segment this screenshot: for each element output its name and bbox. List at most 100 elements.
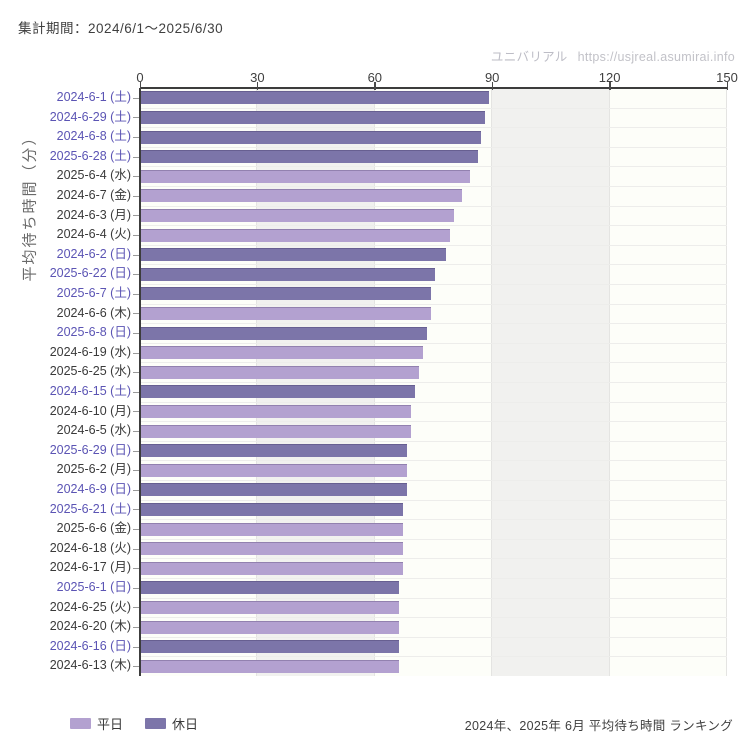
wait-time-bar[interactable] [141, 208, 455, 222]
wait-time-bar[interactable] [141, 248, 447, 262]
x-axis-tick-mark [374, 82, 376, 90]
watermark-url: https://usjreal.asumirai.info [577, 50, 735, 64]
x-axis-tick-label: 120 [598, 70, 621, 85]
horizontal-gridline [140, 538, 727, 540]
horizontal-gridline [140, 303, 727, 305]
category-tick-mark [133, 333, 139, 334]
wait-time-bar[interactable] [141, 483, 408, 497]
horizontal-gridline [140, 323, 727, 325]
wait-time-bar[interactable] [141, 130, 482, 144]
wait-time-bar[interactable] [141, 640, 400, 654]
horizontal-gridline [140, 146, 727, 148]
wait-time-bar[interactable] [141, 542, 404, 556]
bar-category-label: 2024-6-13 (木) [49, 658, 131, 673]
wait-time-bar[interactable] [141, 600, 400, 614]
watermark: ユニバリアル https://usjreal.asumirai.info [491, 46, 735, 65]
wait-time-bar[interactable] [141, 581, 400, 595]
bar-category-label: 2025-6-21 (土) [49, 501, 131, 516]
category-tick-mark [133, 235, 139, 236]
legend-item-holiday[interactable]: 休日 [145, 714, 198, 733]
legend-label: 休日 [172, 717, 199, 732]
horizontal-gridline [140, 401, 727, 403]
bar-category-label: 2024-6-16 (日) [49, 638, 131, 653]
wait-time-bar[interactable] [141, 365, 419, 379]
y-axis-category-labels: 2024-6-1 (土) 2024-6-29 (土) 2024-6-8 (土) 202… [0, 88, 140, 676]
horizontal-gridline [140, 558, 727, 560]
horizontal-gridline [140, 617, 727, 619]
horizontal-gridline [140, 519, 727, 521]
category-tick-mark [133, 254, 139, 256]
x-axis-tick-label: 0 [136, 70, 144, 85]
category-tick-mark [133, 431, 139, 432]
chart-caption: 2024年、2025年 6月 平均待ち時間 ランキング [464, 719, 733, 733]
wait-time-bar[interactable] [141, 385, 415, 399]
category-tick-mark [133, 607, 139, 609]
horizontal-gridline [140, 440, 727, 442]
x-axis-tick-label: 150 [716, 70, 738, 85]
wait-time-bar[interactable] [141, 404, 412, 418]
wait-time-bar[interactable] [141, 502, 404, 516]
wait-time-bar[interactable] [141, 169, 470, 183]
category-tick-mark [133, 470, 139, 472]
bar-category-label: 2025-6-2 (月) [56, 462, 131, 477]
category-tick-mark [133, 568, 139, 570]
bar-category-label: 2024-6-8 (土) [56, 129, 131, 144]
wait-time-bar[interactable] [141, 306, 431, 320]
x-axis-line [140, 87, 728, 89]
wait-time-bar[interactable] [141, 561, 404, 575]
watermark-brand: ユニバリアル [490, 50, 568, 64]
wait-time-bar[interactable] [141, 287, 431, 301]
x-axis-tick-mark [256, 82, 259, 90]
horizontal-gridline [140, 166, 727, 168]
horizontal-gridline [140, 578, 727, 579]
wait-time-bar[interactable] [141, 346, 423, 360]
horizontal-gridline [140, 127, 727, 129]
category-tick-mark [133, 587, 139, 589]
wait-time-bar[interactable] [141, 189, 462, 203]
bar-category-label: 2024-6-15 (土) [49, 384, 131, 398]
category-tick-mark [133, 156, 139, 158]
wait-time-bar[interactable] [141, 424, 412, 438]
bar-category-label: 2025-6-4 (水) [56, 168, 131, 183]
bar-category-label: 2024-6-5 (水) [56, 423, 131, 438]
horizontal-gridline [140, 225, 727, 227]
wait-time-bar[interactable] [141, 110, 486, 124]
wait-time-bar[interactable] [141, 150, 478, 164]
x-axis-tick-mark [726, 82, 728, 90]
horizontal-gridline [140, 284, 727, 285]
bar-category-label: 2024-6-29 (土) [49, 109, 131, 124]
bar-category-label: 2024-6-25 (火) [49, 599, 131, 614]
category-tick-mark [133, 489, 139, 491]
wait-time-bar[interactable] [141, 444, 408, 458]
wait-time-bar[interactable] [141, 463, 408, 477]
x-axis-tick-label: 90 [484, 70, 500, 85]
bar-category-label: 2024-6-7 (金) [56, 188, 131, 202]
wait-time-bar[interactable] [141, 91, 490, 105]
bar-category-label: 2025-6-1 (日) [56, 580, 131, 594]
wait-time-bar[interactable] [141, 228, 451, 242]
category-tick-mark [133, 666, 139, 668]
legend-item-weekday[interactable]: 平日 [70, 714, 123, 733]
wait-time-bar[interactable] [141, 522, 404, 536]
category-tick-mark [133, 509, 139, 511]
category-tick-mark [133, 529, 139, 530]
category-tick-mark [133, 646, 139, 648]
wait-time-bar[interactable] [141, 267, 435, 281]
horizontal-gridline [140, 636, 727, 638]
horizontal-gridline [140, 342, 727, 344]
legend-swatch-weekday [70, 718, 91, 729]
x-axis-tick-mark [491, 82, 494, 90]
wait-time-bar[interactable] [141, 620, 400, 634]
legend-label: 平日 [97, 717, 124, 732]
category-tick-mark [133, 195, 139, 197]
horizontal-gridline [140, 382, 727, 383]
bar-category-label: 2024-6-19 (水) [49, 344, 131, 359]
bar-category-label: 2024-6-18 (火) [49, 540, 131, 555]
horizontal-gridline [140, 597, 727, 599]
horizontal-gridline [140, 362, 727, 364]
wait-time-bar[interactable] [141, 659, 400, 673]
category-tick-mark [133, 215, 139, 217]
y-axis-line [139, 88, 141, 676]
wait-time-bar[interactable] [141, 326, 427, 340]
